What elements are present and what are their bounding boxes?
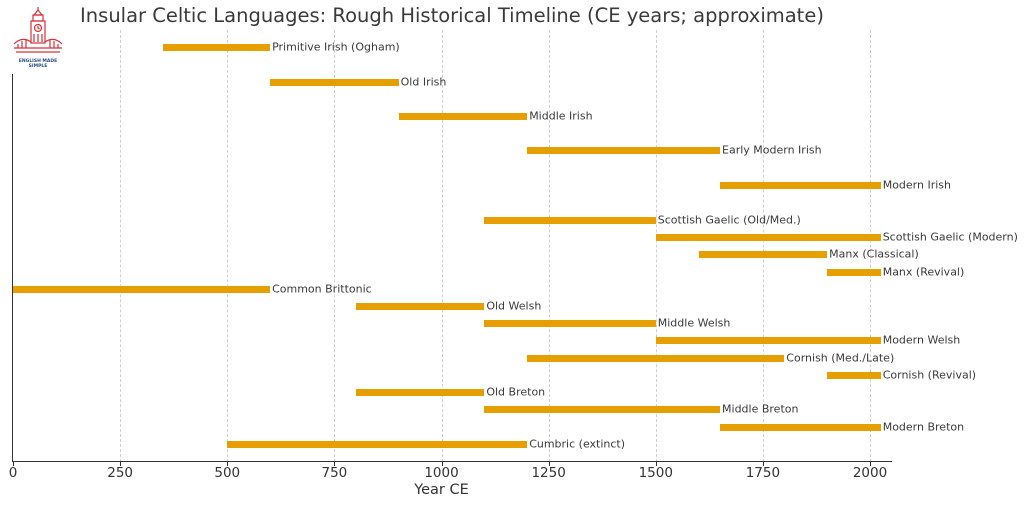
bar-label: Middle Welsh	[657, 316, 731, 330]
bar-label: Manx (Classical)	[829, 247, 919, 261]
bar-label: Manx (Revival)	[882, 265, 965, 279]
logo-text-line1: ENGLISH MADE	[18, 59, 58, 64]
x-gridline	[762, 30, 764, 462]
bar-label: Old Welsh	[486, 299, 542, 313]
x-gridline	[548, 30, 550, 462]
x-tick-label: 500	[214, 465, 241, 481]
timeline-bar	[720, 423, 881, 431]
x-gridline	[870, 30, 871, 462]
timeline-bar	[355, 302, 485, 310]
x-tick	[655, 462, 657, 466]
chart-title: Insular Celtic Languages: Rough Historic…	[80, 4, 824, 27]
x-tick-label: 0	[8, 465, 18, 481]
logo-text-line2: SIMPLE	[28, 64, 48, 69]
y-axis-spine	[12, 74, 13, 462]
timeline-bar	[13, 285, 271, 293]
x-tick	[870, 462, 871, 466]
x-gridline	[655, 30, 657, 462]
x-tick-label: 1750	[745, 465, 781, 481]
timeline-bar	[527, 354, 785, 362]
x-tick-label: 250	[107, 465, 134, 481]
bar-label: Common Brittonic	[272, 282, 372, 296]
bar-label: Cornish (Revival)	[882, 368, 977, 382]
x-gridline	[334, 30, 336, 462]
bar-label: Cumbric (extinct)	[529, 437, 626, 451]
timeline-bar	[398, 112, 528, 120]
x-tick-label: 1000	[424, 465, 459, 481]
bar-label: Modern Irish	[882, 178, 951, 192]
x-tick	[762, 462, 764, 466]
bar-label: Modern Breton	[882, 420, 965, 434]
timeline-bar	[162, 43, 271, 51]
timeline-bar	[355, 388, 485, 396]
x-axis-spine	[12, 461, 892, 462]
timeline-bar	[527, 146, 720, 154]
bar-label: Middle Irish	[529, 109, 593, 123]
bar-label: Scottish Gaelic (Old/Med.)	[657, 213, 801, 227]
x-tick-label: 1250	[531, 465, 566, 481]
timeline-bar	[655, 233, 881, 241]
bar-label: Old Breton	[486, 385, 546, 399]
bar-label: Modern Welsh	[882, 333, 961, 347]
x-tick	[13, 462, 14, 466]
timeline-bar	[655, 336, 881, 344]
logo: ENGLISH MADE SIMPLE	[12, 4, 64, 70]
x-gridline	[120, 30, 122, 462]
timeline-bar	[484, 319, 656, 327]
bar-label: Middle Breton	[722, 402, 799, 416]
clock-tower-bridge-icon	[13, 7, 63, 53]
timeline-bar	[484, 405, 721, 413]
timeline-bar	[827, 371, 881, 379]
x-tick	[334, 462, 336, 466]
timeline-bar	[698, 250, 828, 258]
x-tick	[548, 462, 550, 466]
x-gridline	[441, 30, 443, 462]
timeline-bar	[827, 268, 881, 276]
x-tick-label: 2000	[852, 465, 888, 481]
x-tick	[227, 462, 229, 466]
bar-label: Early Modern Irish	[722, 143, 822, 157]
x-tick	[441, 462, 443, 466]
x-gridline	[227, 30, 229, 462]
bar-label: Cornish (Med./Late)	[786, 351, 895, 365]
timeline-bar	[720, 181, 881, 189]
timeline-bar	[227, 440, 528, 448]
x-axis-label: Year CE	[414, 482, 469, 498]
x-tick-label: 1500	[638, 465, 673, 481]
timeline-bar	[484, 216, 656, 224]
timeline-bar	[270, 78, 399, 86]
bar-label: Scottish Gaelic (Modern)	[882, 230, 1018, 244]
x-tick-label: 750	[321, 465, 348, 481]
x-tick	[120, 462, 122, 466]
bar-label: Old Irish	[400, 75, 447, 89]
bar-label: Primitive Irish (Ogham)	[272, 40, 400, 54]
